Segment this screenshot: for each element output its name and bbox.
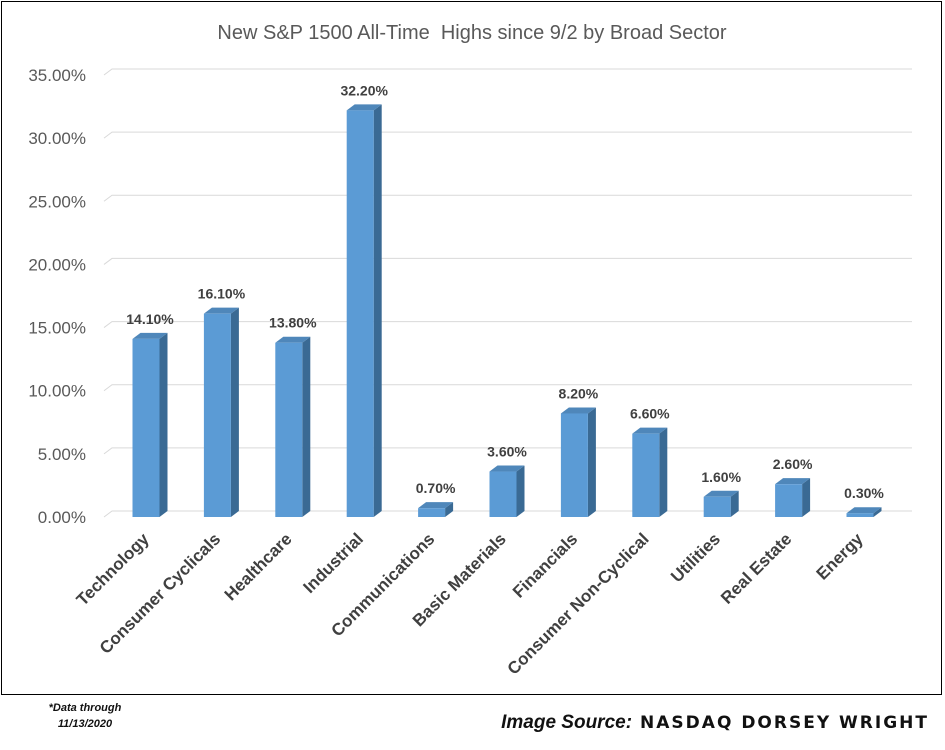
data-label: 16.10%: [198, 286, 246, 302]
bar-front: [632, 433, 660, 517]
bar: [703, 490, 739, 517]
y-tick-label: 35.00%: [28, 66, 86, 85]
gridline: [103, 68, 912, 76]
y-tick-label: 25.00%: [28, 192, 86, 211]
data-label: 13.80%: [269, 315, 317, 331]
gridline: [103, 384, 912, 392]
y-tick-label: 0.00%: [38, 508, 86, 527]
y-tick-label: 20.00%: [28, 255, 86, 274]
bar-side: [659, 427, 668, 517]
bar-top: [275, 336, 311, 343]
category-label: Energy: [813, 529, 868, 584]
bar: [132, 332, 168, 517]
footnote-line-2: 11/13/2020: [57, 718, 113, 730]
bar-side: [516, 465, 525, 517]
chart-title: New S&P 1500 All-Time Highs since 9/2 by…: [217, 22, 726, 44]
data-label: 8.20%: [559, 385, 599, 401]
category-label: Technology: [73, 529, 153, 609]
bar-front: [489, 471, 517, 517]
bars: [132, 104, 882, 518]
bar-side: [587, 407, 596, 517]
category-label: Healthcare: [221, 529, 296, 604]
bar-top: [132, 332, 168, 339]
source-brand-logo: NASDAQ DORSEY WRIGHT: [640, 713, 929, 733]
chart-frame: [1, 1, 942, 695]
y-tick-label: 15.00%: [28, 319, 86, 338]
bar-top: [775, 478, 811, 485]
bar: [346, 104, 382, 518]
bar-side: [873, 507, 882, 517]
data-label: 3.60%: [487, 444, 527, 460]
bar-side: [230, 307, 239, 517]
bar-front: [132, 338, 160, 517]
bar-front: [203, 313, 231, 517]
bar-side: [730, 490, 739, 517]
y-tick-label: 5.00%: [38, 445, 86, 464]
bar-front: [418, 508, 446, 517]
data-label: 32.20%: [340, 82, 388, 98]
bar-top: [632, 427, 668, 434]
category-label: Consumer Cyclicals: [96, 529, 224, 657]
bar: [632, 427, 668, 517]
bar-side: [802, 478, 811, 517]
y-axis-tick-labels: 0.00% 5.00% 10.00% 15.00% 20.00% 25.00% 30.00%…: [28, 66, 86, 527]
bar: [560, 407, 596, 517]
gridline: [103, 131, 912, 139]
bar: [418, 502, 454, 517]
bar-front: [560, 413, 588, 517]
bar-top: [418, 502, 454, 509]
bar: [203, 307, 239, 517]
bar-front: [346, 110, 374, 518]
y-tick-label: 30.00%: [28, 129, 86, 148]
bar: [489, 465, 525, 517]
y-tick-label: 10.00%: [28, 382, 86, 401]
bar-front: [703, 496, 731, 517]
image-source: Image Source: NASDAQ DORSEY WRIGHT: [501, 708, 929, 738]
data-label: 1.60%: [701, 469, 741, 485]
bar: [275, 336, 311, 517]
data-footnote: *Data through 11/13/2020: [10, 700, 160, 732]
bar-front: [775, 484, 803, 517]
bar-front: [275, 342, 303, 517]
source-prefix: Image Source:: [501, 712, 633, 733]
category-label: Consumer Non-Cyclical: [504, 529, 653, 678]
bar-top: [489, 465, 525, 472]
bar-top: [703, 490, 739, 497]
bar-top: [560, 407, 596, 414]
bar-top: [203, 307, 239, 314]
gridline: [103, 194, 912, 202]
bar: [846, 507, 882, 517]
data-label: 14.10%: [126, 311, 174, 327]
bar-top: [346, 104, 382, 111]
data-label: 0.70%: [416, 480, 456, 496]
category-label: Real Estate: [717, 529, 795, 607]
data-label: 0.30%: [844, 485, 884, 501]
category-label: Financials: [509, 529, 581, 601]
bar: [775, 478, 811, 517]
bar-side: [159, 332, 168, 517]
footnote-line-1: *Data through: [48, 702, 122, 714]
category-label: Industrial: [299, 529, 367, 597]
bar-chart: 0.00% 5.00% 10.00% 15.00% 20.00% 25.00% 30.00%…: [28, 22, 912, 678]
bar-side: [302, 336, 311, 517]
gridline: [103, 321, 912, 328]
gridline: [103, 257, 912, 265]
data-label: 2.60%: [773, 456, 813, 472]
bar-front: [846, 513, 874, 517]
data-label: 6.60%: [630, 406, 670, 422]
data-labels: 14.10% 16.10% 13.80% 32.20% 0.70% 3.60% 8.20% 6…: [126, 82, 884, 501]
bar-side: [445, 502, 454, 517]
category-label: Utilities: [667, 529, 724, 586]
bar-side: [373, 104, 382, 518]
bar-top: [846, 507, 882, 514]
